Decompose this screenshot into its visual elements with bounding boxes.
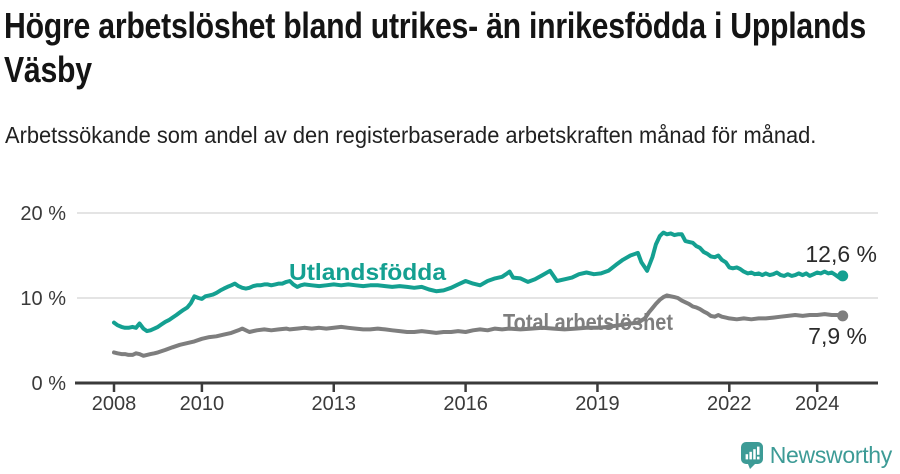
series-label-total: Total arbetslöshet — [503, 309, 673, 335]
newsworthy-logo-icon — [740, 441, 763, 469]
series-value-label-utlandsfodda: 12,6 % — [805, 241, 877, 267]
y-axis-tick-label: 10 % — [20, 288, 66, 310]
page-subtitle: Arbetssökande som andel av den registerb… — [5, 122, 817, 148]
y-axis-tick-label: 0 % — [32, 373, 67, 395]
x-axis-tick-label: 2022 — [707, 393, 752, 415]
x-axis-tick-label: 2010 — [180, 393, 225, 415]
series-label-utlandsfodda: Utlandsfödda — [289, 259, 446, 285]
branding: Newsworthy — [740, 441, 893, 469]
series-value-label-total: 7,9 % — [808, 323, 867, 349]
newsworthy-logo-text: Newsworthy — [769, 441, 893, 468]
x-axis-tick-label: 2019 — [575, 393, 620, 415]
x-axis-tick-label: 2013 — [312, 393, 357, 415]
page-title: Högre arbetslöshet bland utrikes- än inr… — [4, 5, 867, 90]
x-axis-tick-label: 2024 — [795, 393, 840, 415]
series-line-utlandsfodda — [112, 230, 845, 334]
series-end-dot-utlandsfodda — [837, 270, 849, 282]
x-axis-tick-label: 2008 — [92, 393, 137, 415]
series-line-total — [112, 293, 845, 358]
y-axis-tick-label: 20 % — [20, 203, 66, 225]
x-axis-tick-label: 2016 — [443, 393, 488, 415]
series-end-dot-total — [837, 310, 849, 322]
